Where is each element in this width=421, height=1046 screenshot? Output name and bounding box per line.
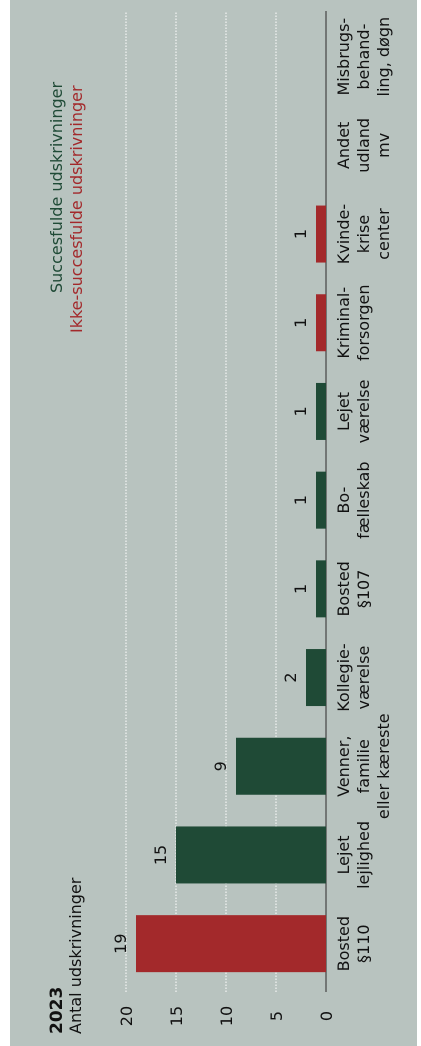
category-label: §110 bbox=[354, 924, 373, 963]
category-label: ling, døgn bbox=[374, 17, 393, 97]
labels: 2023 Antal udskrivninger Succesfulde uds… bbox=[47, 17, 393, 1034]
category-label: fælleskab bbox=[354, 461, 373, 538]
bar-value-label: 2 bbox=[281, 672, 300, 682]
category-label: krise bbox=[354, 215, 373, 253]
y-tick-label: 10 bbox=[217, 1006, 236, 1026]
bar-value-label: 1 bbox=[291, 318, 310, 328]
category-label: Bosted bbox=[334, 916, 353, 971]
category-label: familie bbox=[354, 739, 373, 793]
category-label: Kriminal- bbox=[334, 287, 353, 359]
bar-succes bbox=[306, 649, 326, 707]
category-label: §107 bbox=[354, 570, 373, 609]
bar-ikke bbox=[316, 294, 326, 352]
y-tick-label: 0 bbox=[317, 1011, 336, 1021]
bar-succes bbox=[316, 471, 326, 529]
y-tick-label: 20 bbox=[117, 1006, 136, 1026]
category-label: Andet bbox=[334, 122, 353, 169]
bar-ikke bbox=[136, 915, 326, 973]
category-label: Misbrugs- bbox=[334, 18, 353, 96]
bar-chart: 2023 Antal udskrivninger Succesfulde uds… bbox=[47, 11, 393, 1034]
bar-succes bbox=[176, 826, 326, 884]
bar-value-label: 1 bbox=[291, 229, 310, 239]
bar-succes bbox=[236, 737, 326, 795]
y-tick-label: 15 bbox=[167, 1006, 186, 1026]
bars bbox=[136, 205, 326, 973]
category-label: center bbox=[374, 208, 393, 260]
category-label: Bosted bbox=[334, 561, 353, 616]
category-label: Kvinde- bbox=[334, 204, 353, 264]
category-label: Kollegie- bbox=[334, 643, 353, 711]
legend-success: Succesfulde udskrivninger bbox=[47, 82, 66, 293]
chart-rotated-group: 2023 Antal udskrivninger Succesfulde uds… bbox=[47, 11, 393, 1034]
chart-panel: 2023 Antal udskrivninger Succesfulde uds… bbox=[10, 0, 417, 1046]
bar-value-label: 15 bbox=[151, 845, 170, 865]
category-label: eller kæreste bbox=[374, 713, 393, 819]
category-label: Venner, bbox=[334, 736, 353, 797]
category-label: Lejet bbox=[334, 835, 353, 874]
bar-succes bbox=[316, 382, 326, 440]
category-label: lejlighed bbox=[354, 821, 373, 889]
y-tick-label: 5 bbox=[267, 1011, 286, 1021]
category-label: Bo- bbox=[334, 487, 353, 514]
bar-value-label: 9 bbox=[211, 761, 230, 771]
bar-value-label: 1 bbox=[291, 406, 310, 416]
bar-value-label: 1 bbox=[291, 584, 310, 594]
category-label: behand- bbox=[354, 24, 373, 90]
category-label: udland bbox=[354, 118, 373, 173]
category-label: værelse bbox=[354, 646, 373, 710]
bar-ikke bbox=[316, 205, 326, 263]
y-axis-title: Antal udskrivninger bbox=[66, 877, 85, 1034]
bar-value-label: 1 bbox=[291, 495, 310, 505]
bar-value-label: 19 bbox=[111, 933, 130, 953]
category-label: værelse bbox=[354, 380, 373, 444]
chart-title: 2023 bbox=[47, 987, 67, 1034]
category-label: mv bbox=[374, 133, 393, 158]
category-label: Lejet bbox=[334, 392, 353, 431]
bar-succes bbox=[316, 560, 326, 618]
category-label: forsorgen bbox=[354, 284, 373, 361]
legend-fail: Ikke-succesfulde udskrivninger bbox=[67, 85, 86, 333]
